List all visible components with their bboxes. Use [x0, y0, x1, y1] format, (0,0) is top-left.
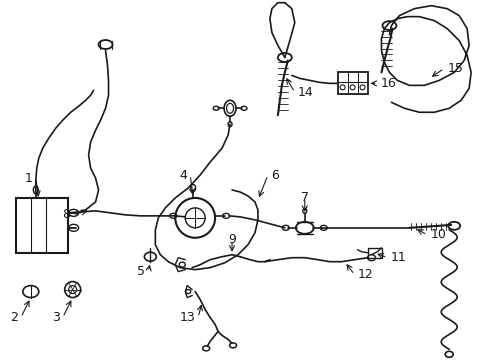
Text: 15: 15 — [447, 62, 463, 75]
Text: 14: 14 — [298, 86, 314, 99]
Bar — [338, 72, 368, 94]
Text: 1: 1 — [25, 171, 33, 185]
Bar — [368, 248, 383, 258]
Text: 4: 4 — [179, 168, 187, 181]
Text: 12: 12 — [358, 268, 373, 281]
Bar — [16, 198, 68, 253]
Text: 7: 7 — [301, 192, 309, 204]
Text: 5: 5 — [137, 265, 146, 278]
Text: 13: 13 — [179, 311, 195, 324]
Text: 9: 9 — [228, 233, 236, 246]
Text: 11: 11 — [391, 251, 406, 264]
Text: 8: 8 — [62, 208, 70, 221]
Text: 3: 3 — [52, 311, 60, 324]
Text: 10: 10 — [430, 228, 446, 241]
Text: 16: 16 — [380, 77, 396, 90]
Text: 2: 2 — [10, 311, 18, 324]
Text: 6: 6 — [271, 168, 279, 181]
